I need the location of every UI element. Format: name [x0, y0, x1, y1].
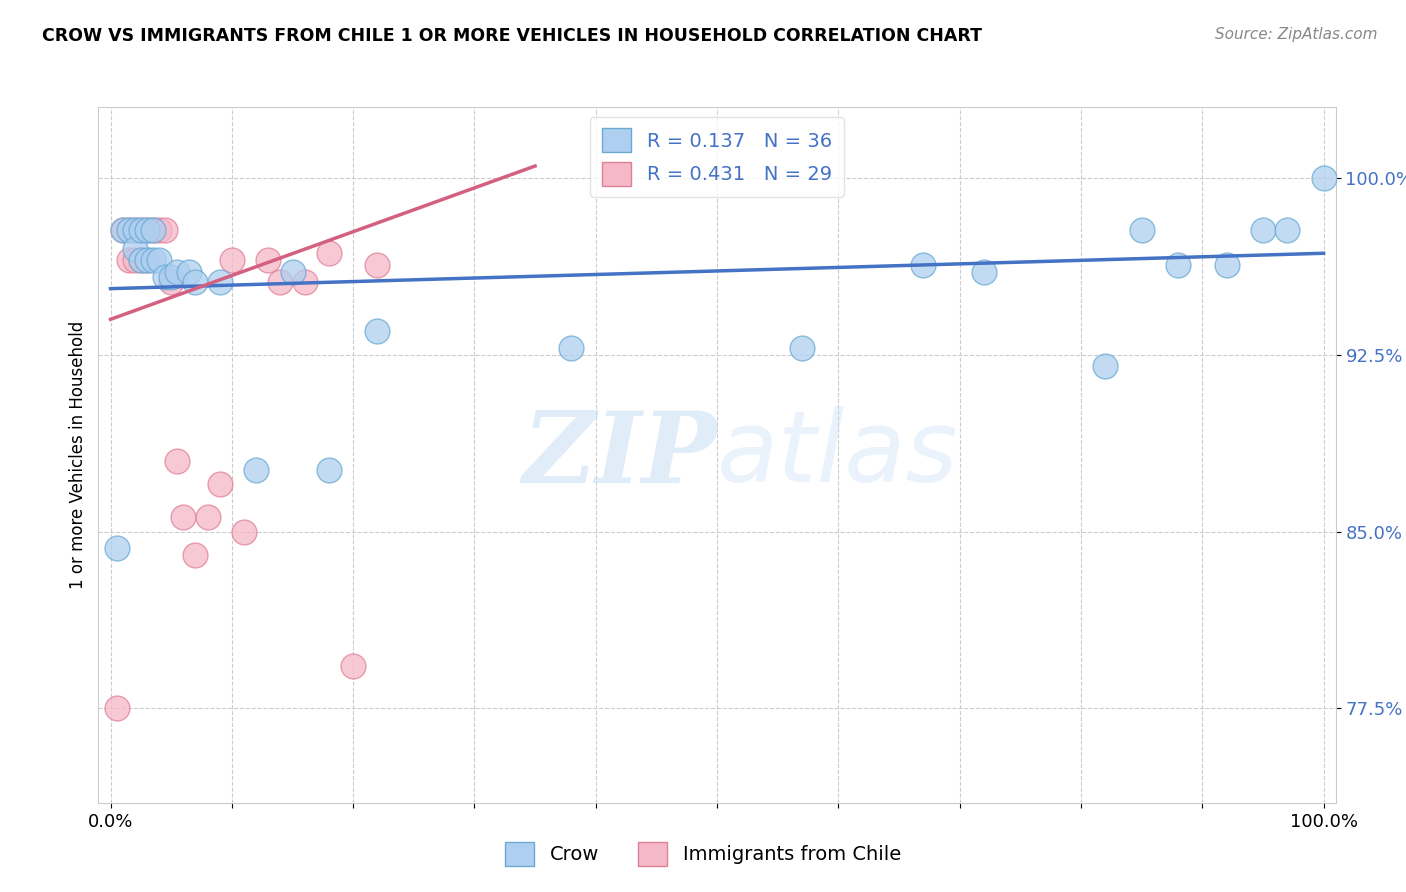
Point: [136, 253, 159, 268]
Point: [233, 524, 256, 539]
Point: [105, 541, 128, 555]
Text: atlas: atlas: [717, 407, 959, 503]
Point: [366, 324, 388, 338]
Point: [129, 253, 152, 268]
Point: [1130, 222, 1153, 236]
Point: [142, 222, 165, 236]
Point: [136, 253, 159, 268]
Point: [184, 275, 207, 289]
Point: [179, 265, 201, 279]
Point: [124, 222, 146, 236]
Text: ZIP: ZIP: [522, 407, 717, 503]
Point: [166, 265, 188, 279]
Point: [1167, 258, 1189, 272]
Legend: Crow, Immigrants from Chile: Crow, Immigrants from Chile: [498, 834, 908, 873]
Point: [142, 253, 165, 268]
Y-axis label: 1 or more Vehicles in Household: 1 or more Vehicles in Household: [69, 321, 87, 589]
Point: [129, 222, 152, 236]
Point: [172, 510, 194, 524]
Point: [124, 242, 146, 256]
Point: [281, 265, 304, 279]
Point: [118, 253, 141, 268]
Point: [153, 269, 176, 284]
Legend: R = 0.137   N = 36, R = 0.431   N = 29: R = 0.137 N = 36, R = 0.431 N = 29: [591, 117, 844, 197]
Point: [105, 701, 128, 715]
Point: [111, 222, 134, 236]
Point: [1312, 170, 1334, 185]
Point: [166, 454, 188, 468]
Point: [148, 222, 170, 236]
Text: Source: ZipAtlas.com: Source: ZipAtlas.com: [1215, 27, 1378, 42]
Point: [318, 246, 340, 260]
Point: [160, 275, 183, 289]
Point: [136, 222, 159, 236]
Point: [136, 222, 159, 236]
Point: [153, 222, 176, 236]
Point: [160, 269, 183, 284]
Point: [208, 477, 231, 491]
Point: [221, 253, 243, 268]
Point: [184, 548, 207, 562]
Point: [1215, 258, 1237, 272]
Point: [1275, 222, 1298, 236]
Point: [129, 253, 152, 268]
Point: [294, 275, 316, 289]
Point: [342, 659, 364, 673]
Point: [208, 275, 231, 289]
Point: [142, 222, 165, 236]
Point: [1251, 222, 1274, 236]
Point: [257, 253, 280, 268]
Point: [118, 222, 141, 236]
Point: [366, 258, 388, 272]
Point: [118, 222, 141, 236]
Text: CROW VS IMMIGRANTS FROM CHILE 1 OR MORE VEHICLES IN HOUSEHOLD CORRELATION CHART: CROW VS IMMIGRANTS FROM CHILE 1 OR MORE …: [42, 27, 983, 45]
Point: [124, 222, 146, 236]
Point: [148, 253, 170, 268]
Point: [912, 258, 935, 272]
Point: [197, 510, 219, 524]
Point: [560, 341, 582, 355]
Point: [129, 222, 152, 236]
Point: [124, 253, 146, 268]
Point: [245, 463, 267, 477]
Point: [790, 341, 813, 355]
Point: [318, 463, 340, 477]
Point: [1094, 359, 1116, 374]
Point: [111, 222, 134, 236]
Point: [269, 275, 291, 289]
Point: [973, 265, 995, 279]
